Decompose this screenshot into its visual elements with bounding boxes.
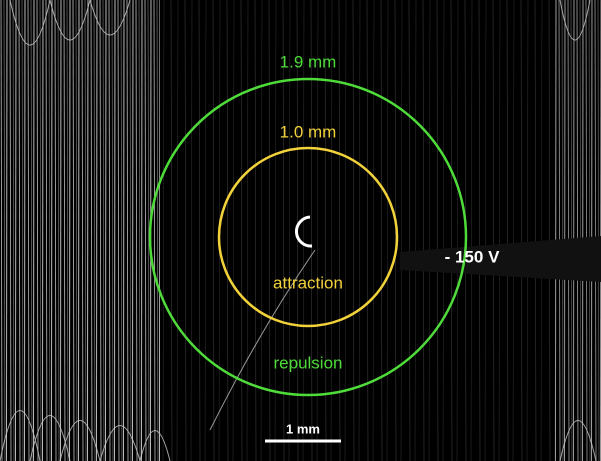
voltage-label: - 150 V bbox=[445, 247, 500, 266]
page: {"annotations": {"outer_radius": "1.9 mm… bbox=[0, 0, 601, 461]
attraction-label: attraction bbox=[273, 273, 343, 292]
scale-bar-label: 1 mm bbox=[286, 421, 320, 436]
outer-radius-label: 1.9 mm bbox=[280, 52, 337, 71]
inner-radius-label: 1.0 mm bbox=[280, 122, 337, 141]
right-streaks bbox=[555, 0, 601, 461]
left-streaks bbox=[0, 0, 160, 461]
repulsion-label: repulsion bbox=[274, 353, 343, 372]
micrograph: 1.9 mm 1.0 mm attraction repulsion - 150… bbox=[0, 0, 601, 461]
